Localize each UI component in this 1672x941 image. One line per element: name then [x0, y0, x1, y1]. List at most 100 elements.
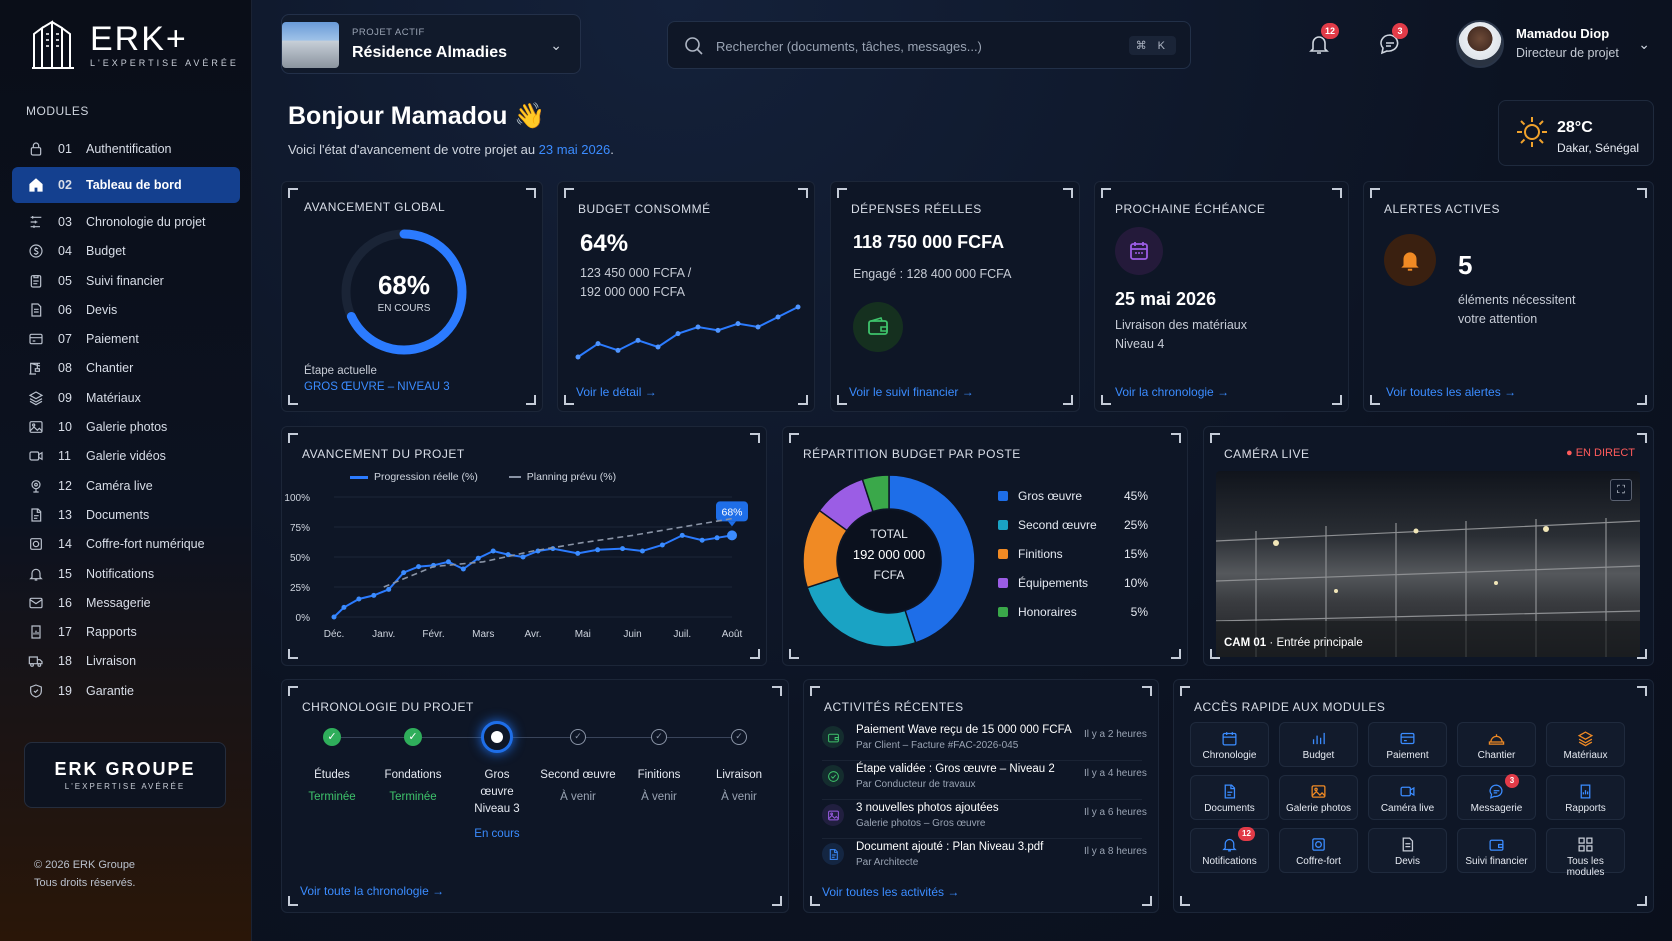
construction-site-image [1216, 518, 1640, 657]
progress-status: EN COURS [377, 303, 431, 314]
sidebar-item-notifications[interactable]: 15 Notifications [12, 559, 240, 588]
brand-logo[interactable]: ERK+ L'EXPERTISE AVÉRÉE [30, 20, 239, 70]
sidebar-item-number: 02 [58, 178, 72, 193]
quick-access-notifications[interactable]: Notifications 12 [1190, 827, 1269, 873]
search-input[interactable] [716, 34, 1116, 58]
current-step-label: Étape actuelle [304, 365, 377, 377]
sidebar-item-devis[interactable]: 06 Devis [12, 295, 240, 324]
quick-access-suivi-financier[interactable]: Suivi financier [1457, 828, 1536, 873]
timeline-link[interactable]: Voir la chronologie → [1115, 385, 1229, 399]
quick-access-rapports[interactable]: Rapports [1546, 775, 1625, 820]
sidebar-item-messagerie[interactable]: 16 Messagerie [12, 588, 240, 617]
quick-access-devis[interactable]: Devis [1368, 828, 1447, 873]
actual-data-point [331, 614, 337, 620]
sidebar-item-budget[interactable]: 04 Budget [12, 237, 240, 266]
messages-button[interactable]: 3 [1378, 23, 1408, 61]
quick-access-documents[interactable]: Documents [1190, 775, 1269, 820]
sidebar-item-paiement[interactable]: 07 Paiement [12, 324, 240, 353]
quick-access-coffre-fort[interactable]: Coffre-fort [1279, 828, 1358, 873]
quick-access-tous-les-modules[interactable]: Tous les modules [1546, 828, 1625, 878]
fullscreen-icon[interactable]: ⛶ [1610, 479, 1632, 501]
actual-data-point [490, 548, 496, 554]
budget-donut-chart [802, 474, 976, 648]
quick-access-cam-ra-live[interactable]: Caméra live [1368, 775, 1447, 820]
actual-data-point [699, 537, 705, 543]
arrow-right-icon: → [1504, 385, 1517, 399]
sidebar-item-chantier[interactable]: 08 Chantier [12, 354, 240, 383]
timeline-node-done[interactable]: ✓ [404, 728, 422, 746]
quick-access-chantier[interactable]: Chantier [1457, 722, 1536, 767]
activity-item[interactable]: 3 nouvelles photos ajoutées Galerie phot… [822, 802, 1147, 836]
sidebar-item-tableau-de-bord[interactable]: 02 Tableau de bord [12, 167, 240, 204]
timeline-node-done[interactable]: ✓ [323, 728, 341, 746]
timeline-track [332, 737, 739, 738]
camera-id: CAM 01 [1224, 637, 1267, 649]
camera-feed[interactable]: ⛶ CAM 01 · Entrée principale [1216, 471, 1640, 657]
activity-item[interactable]: Étape validée : Gros œuvre – Niveau 2 Pa… [822, 763, 1147, 797]
sidebar-item-suivi-financier[interactable]: 05 Suivi financier [12, 266, 240, 295]
budget-detail-link[interactable]: Voir le détail → [576, 385, 657, 399]
arrow-right-icon: → [947, 885, 960, 899]
activity-subtitle: Par Architecte [856, 857, 919, 868]
full-timeline-link[interactable]: Voir toute la chronologie → [300, 884, 444, 898]
activity-item[interactable]: Document ajouté : Plan Niveau 3.pdf Par … [822, 841, 1147, 875]
card-title: CHRONOLOGIE DU PROJET [302, 700, 474, 714]
sidebar-item-rapports[interactable]: 17 Rapports [12, 617, 240, 646]
search-bar[interactable]: ⌘ K [667, 21, 1191, 69]
quick-access-chronologie[interactable]: Chronologie [1190, 722, 1269, 767]
sidebar-item-garantie[interactable]: 19 Garantie [12, 676, 240, 705]
sidebar-item-authentification[interactable]: 01 Authentification [12, 134, 240, 163]
sidebar-item-number: 06 [58, 302, 72, 317]
sidebar-item-mat-riaux[interactable]: 09 Matériaux [12, 383, 240, 412]
camera-separator: · [1269, 637, 1274, 649]
greeting-suffix: . [610, 142, 614, 157]
all-activities-link[interactable]: Voir toutes les activités → [822, 885, 959, 899]
x-tick-label: Mai [575, 629, 591, 640]
quick-access-paiement[interactable]: Paiement [1368, 722, 1447, 767]
actual-data-point [356, 596, 362, 602]
quick-access-budget[interactable]: Budget [1279, 722, 1358, 767]
donut-slice [888, 474, 976, 644]
project-selector[interactable]: PROJET ACTIF Résidence Almadies ⌄ [281, 14, 581, 74]
weather-widget: 28°C Dakar, Sénégal [1498, 100, 1654, 166]
quick-access-label: Chronologie [1202, 750, 1257, 761]
budget-line-1: 123 450 000 FCFA / [580, 266, 692, 280]
timeline-step-status: Terminée [389, 791, 437, 803]
card-icon [28, 331, 44, 347]
activity-title: 3 nouvelles photos ajoutées [856, 802, 999, 814]
notifications-button[interactable]: 12 [1307, 23, 1340, 61]
quick-access-messagerie[interactable]: Messagerie 3 [1457, 774, 1536, 820]
sidebar-item-number: 07 [58, 332, 72, 347]
sidebar-item-galerie-vid-os[interactable]: 11 Galerie vidéos [12, 442, 240, 471]
sidebar-item-cam-ra-live[interactable]: 12 Caméra live [12, 471, 240, 500]
budget-sparkline [575, 304, 801, 360]
timeline-node-todo[interactable]: ✓ [731, 729, 747, 745]
divider [822, 760, 1142, 761]
financial-tracking-link[interactable]: Voir le suivi financier → [849, 385, 974, 399]
sidebar-item-galerie-photos[interactable]: 10 Galerie photos [12, 412, 240, 441]
arrow-right-icon: → [961, 385, 974, 399]
sidebar-item-chronologie-du-projet[interactable]: 03 Chronologie du projet [12, 207, 240, 236]
rights-line: Tous droits réservés. [34, 877, 136, 889]
timeline-node-current[interactable] [481, 721, 513, 753]
sidebar-item-livraison[interactable]: 18 Livraison [12, 647, 240, 676]
activity-time: Il y a 8 heures [1084, 846, 1147, 857]
x-tick-label: Mars [472, 629, 494, 640]
legend-percent: 10% [1123, 576, 1148, 590]
activity-time: Il y a 6 heures [1084, 807, 1147, 818]
legend-swatch-planned [508, 476, 521, 479]
quick-access-galerie-photos[interactable]: Galerie photos [1279, 775, 1358, 820]
sidebar-item-number: 16 [58, 595, 72, 610]
sidebar-item-documents[interactable]: 13 Documents [12, 500, 240, 529]
sidebar-item-coffre-fort-num-rique[interactable]: 14 Coffre-fort numérique [12, 530, 240, 559]
quick-access-mat-riaux[interactable]: Matériaux [1546, 722, 1625, 767]
all-alerts-link[interactable]: Voir toutes les alertes → [1386, 385, 1516, 399]
actual-data-point [416, 564, 422, 570]
user-name: Mamadou Diop [1516, 26, 1610, 41]
activity-item[interactable]: Paiement Wave reçu de 15 000 000 FCFA Pa… [822, 724, 1147, 758]
timeline-node-todo[interactable]: ✓ [570, 729, 586, 745]
user-menu[interactable]: Mamadou Diop Directeur de projet ⌄ [1456, 18, 1656, 72]
y-tick-label: 50% [290, 553, 310, 564]
x-tick-label: Août [722, 629, 743, 640]
timeline-node-todo[interactable]: ✓ [651, 729, 667, 745]
